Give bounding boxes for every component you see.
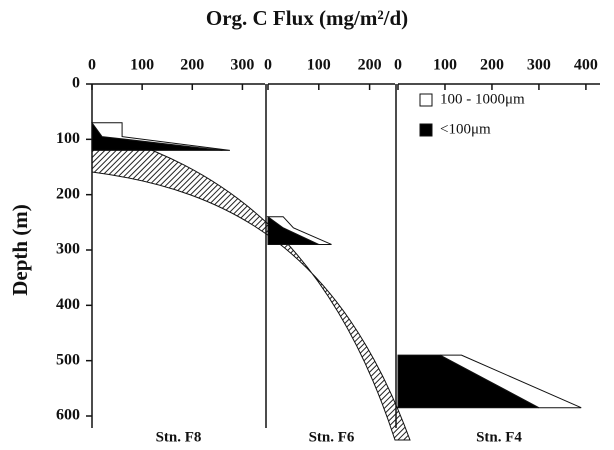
y-tick-label: 100 bbox=[56, 130, 80, 147]
x-tick-label: 200 bbox=[358, 57, 382, 74]
legend-swatch bbox=[419, 93, 433, 107]
y-tick-label: 500 bbox=[56, 351, 80, 368]
y-axis-label: Depth (m) bbox=[8, 204, 32, 296]
y-tick-label: 600 bbox=[56, 407, 80, 424]
legend-label: <100μm bbox=[440, 121, 491, 137]
x-tick-label: 200 bbox=[480, 57, 504, 74]
y-tick-label: 300 bbox=[56, 241, 80, 258]
legend-swatch bbox=[419, 123, 433, 137]
flux-area bbox=[440, 354, 582, 409]
x-tick-label: 300 bbox=[230, 57, 254, 74]
y-tick-label: 400 bbox=[56, 296, 80, 313]
y-tick-label: 0 bbox=[72, 75, 80, 92]
x-tick-label: 0 bbox=[394, 57, 402, 74]
y-tick-label: 200 bbox=[56, 185, 80, 202]
chart-title: Org. C Flux (mg/m²/d) bbox=[206, 6, 408, 30]
station-label: Stn. F4 bbox=[476, 429, 522, 445]
flux-area bbox=[266, 216, 332, 245]
x-tick-label: 0 bbox=[88, 57, 96, 74]
station-label: Stn. F8 bbox=[156, 429, 202, 445]
flux-area bbox=[91, 122, 230, 151]
x-tick-label: 400 bbox=[574, 57, 598, 74]
station-label: Stn. F6 bbox=[309, 429, 355, 445]
x-tick-label: 200 bbox=[180, 57, 204, 74]
x-tick-label: 100 bbox=[130, 57, 154, 74]
seafloor-band bbox=[91, 129, 411, 441]
x-tick-label: 0 bbox=[264, 57, 272, 74]
x-tick-label: 100 bbox=[433, 57, 457, 74]
x-tick-label: 100 bbox=[307, 57, 331, 74]
x-tick-label: 300 bbox=[527, 57, 551, 74]
legend-label: 100 - 1000μm bbox=[440, 91, 525, 107]
